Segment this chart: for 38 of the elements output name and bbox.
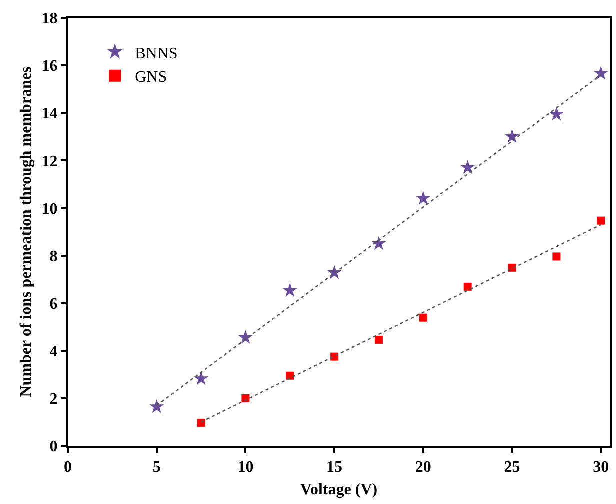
x-axis-title: Voltage (V)	[300, 481, 378, 498]
x-tick-label: 20	[415, 459, 432, 476]
point	[419, 314, 428, 322]
point	[150, 399, 164, 414]
point	[504, 129, 520, 144]
point	[464, 282, 472, 291]
y-tick-label: 0	[50, 438, 58, 456]
point	[282, 283, 298, 297]
x-tick-label: 10	[238, 459, 254, 476]
point	[372, 236, 386, 250]
x-tick-label: 30	[593, 459, 610, 476]
point	[549, 106, 564, 121]
y-tick-label: 18	[42, 10, 58, 28]
point	[594, 66, 608, 80]
point	[197, 418, 206, 427]
point	[374, 336, 383, 344]
y-tick-label: 10	[42, 200, 58, 218]
point	[242, 394, 250, 402]
x-tick-label: 15	[326, 459, 343, 476]
y-tick-label: 16	[42, 58, 58, 76]
y-tick-label: 4	[50, 343, 58, 360]
point	[460, 160, 476, 174]
y-axis-title: Number of ions permeation through membranes	[18, 66, 36, 398]
x-tick-label: 5	[152, 459, 161, 476]
legend-label: GNS	[135, 69, 168, 86]
y-tick-label: 8	[50, 248, 58, 266]
point	[597, 216, 606, 225]
x-tick-label: 25	[504, 459, 520, 476]
point	[194, 371, 209, 386]
legend-label: BNNS	[135, 45, 178, 62]
point	[552, 252, 561, 261]
y-tick-label: 2	[50, 391, 58, 408]
y-tick-label: 12	[42, 153, 58, 170]
x-tick-label: 0	[64, 459, 72, 476]
point	[416, 191, 431, 205]
y-tick-label: 14	[42, 106, 58, 123]
y-tick-label: 6	[50, 296, 58, 313]
point	[286, 372, 294, 380]
